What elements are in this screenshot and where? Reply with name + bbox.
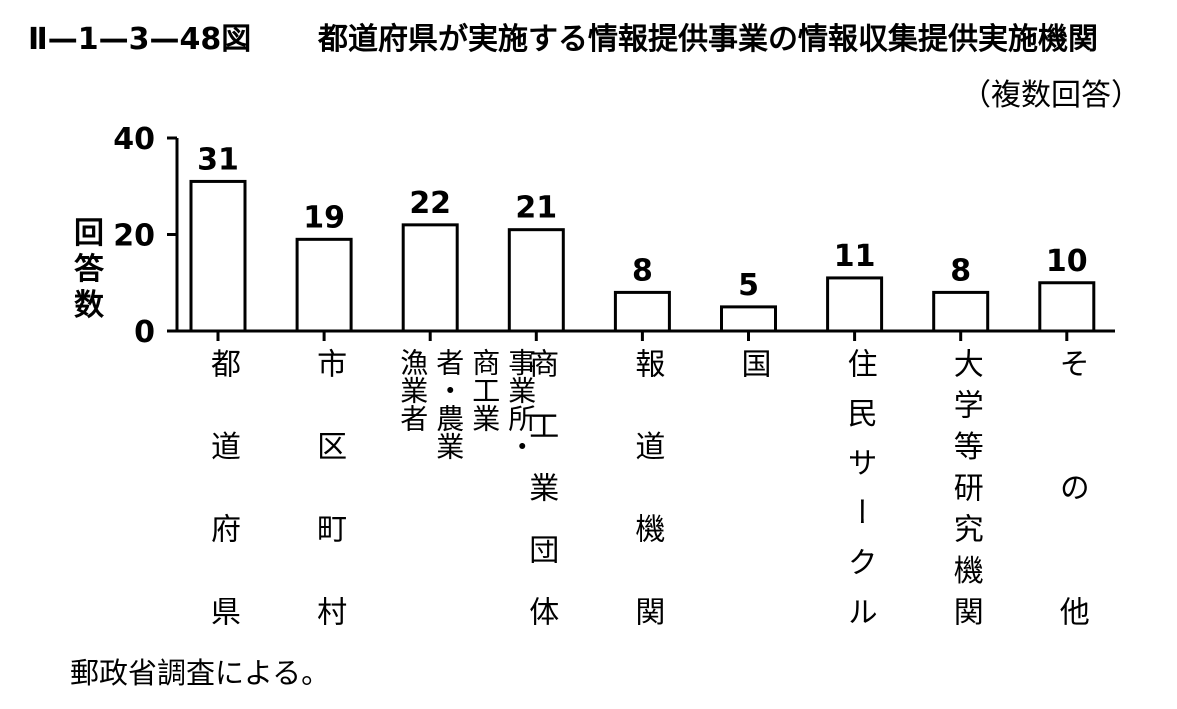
bar [932,290,990,333]
data-label: 31 [197,142,239,177]
y-axis-label: 回答数 [74,216,104,323]
data-label: 5 [738,268,759,303]
bar [507,228,565,333]
bar [295,237,353,333]
data-label: 8 [950,253,971,288]
category-label: 市区町村 [311,348,347,626]
source-note: 郵政省調査による。 [70,656,331,690]
data-label: 19 [303,200,345,235]
chart-title: 都道府県が実施する情報提供事業の情報収集提供実施機関 [318,22,1098,57]
data-label: 22 [409,186,451,221]
figure-id: Ⅱ—1—3—48図 [28,22,252,57]
category-label: 商工業団体 [523,348,559,626]
bar [826,276,884,333]
category-label: 国 [735,348,771,378]
bar [189,179,247,333]
category-label: 都道府県 [205,348,240,626]
y-tick-label: 20 [113,219,155,254]
bar [613,290,671,333]
category-label: その他 [1053,348,1089,626]
bar [401,223,459,333]
y-tick-label: 40 [113,122,155,157]
data-label: 11 [834,239,876,274]
category-label: 事業所・商工業者・農業漁業者 [396,348,538,460]
data-label: 8 [632,253,653,288]
category-label: 大学等研究機関 [947,348,983,626]
data-label: 21 [515,191,557,226]
bar [1038,281,1096,333]
category-label: 住民サークル [841,348,877,626]
data-label: 10 [1046,244,1088,279]
category-label: 報道機関 [629,348,665,626]
bar [720,305,777,333]
y-tick-label: 0 [134,315,155,350]
multiple-answer-note: （複数回答） [961,78,1141,113]
